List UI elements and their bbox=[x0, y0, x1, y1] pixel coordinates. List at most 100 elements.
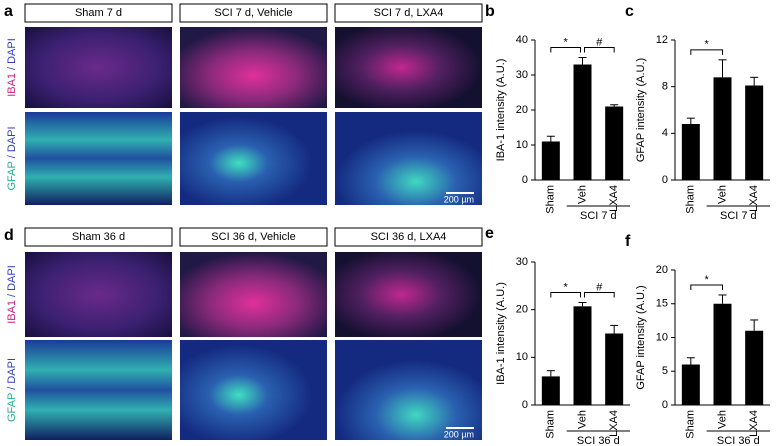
group-label: SCI 36 d bbox=[717, 435, 760, 446]
row-label-part: DAPI bbox=[6, 126, 18, 152]
x-tick-label: Sham bbox=[685, 410, 697, 439]
significance-mark: * bbox=[705, 39, 710, 51]
bar bbox=[573, 64, 592, 180]
y-tick-label: 30 bbox=[516, 256, 528, 268]
row-label-part: / bbox=[6, 154, 18, 158]
micrograph bbox=[335, 252, 482, 337]
x-tick-label: Sham bbox=[545, 410, 557, 439]
row-label: IBA1 / DAPI bbox=[6, 265, 18, 324]
micrograph bbox=[25, 252, 172, 337]
y-axis-label: GFAP intensity (A.U.) bbox=[635, 285, 647, 389]
row-label-part: / bbox=[6, 66, 18, 70]
y-tick-label: 5 bbox=[662, 365, 668, 377]
column-header-box bbox=[334, 227, 483, 247]
column-header-box bbox=[24, 227, 173, 247]
micrograph bbox=[180, 27, 327, 108]
y-tick-label: 10 bbox=[516, 139, 528, 151]
row-label-part: DAPI bbox=[6, 38, 18, 64]
bar bbox=[541, 141, 560, 180]
micrograph bbox=[25, 27, 172, 108]
micrograph bbox=[180, 112, 327, 205]
y-tick-label: 20 bbox=[516, 104, 528, 116]
significance-bracket bbox=[550, 47, 581, 53]
significance-bracket bbox=[584, 292, 615, 298]
panel-letter: e bbox=[485, 225, 494, 242]
group-label: SCI 36 d bbox=[577, 435, 620, 446]
significance-bracket bbox=[550, 292, 581, 298]
significance-mark: # bbox=[596, 281, 603, 293]
y-tick-label: 15 bbox=[656, 298, 668, 310]
significance-mark: * bbox=[564, 36, 569, 48]
bar bbox=[745, 330, 764, 405]
significance-mark: # bbox=[596, 36, 603, 48]
column-header: SCI 7 d, Vehicle bbox=[214, 7, 292, 19]
panel-letter: f bbox=[625, 233, 631, 250]
significance-bracket bbox=[584, 47, 615, 53]
bar bbox=[681, 124, 700, 180]
y-tick-label: 0 bbox=[522, 174, 528, 186]
panel-letter: a bbox=[4, 3, 13, 20]
column-header: SCI 36 d, LXA4 bbox=[371, 231, 447, 243]
x-tick-label: LXA4 bbox=[748, 185, 760, 212]
scale-bar-label: 200 µm bbox=[444, 429, 474, 439]
x-tick-label: LXA4 bbox=[608, 185, 620, 212]
column-header-box bbox=[334, 3, 483, 23]
row-label: GFAP / DAPI bbox=[6, 126, 18, 190]
micrograph bbox=[335, 27, 482, 108]
group-label: SCI 7 d bbox=[720, 210, 757, 222]
row-label-part: GFAP bbox=[6, 161, 18, 190]
y-tick-label: 0 bbox=[522, 399, 528, 411]
bar bbox=[605, 106, 624, 180]
y-tick-label: 40 bbox=[516, 34, 528, 46]
y-tick-label: 4 bbox=[662, 127, 668, 139]
row-label-part: DAPI bbox=[6, 358, 18, 384]
column-header: Sham 36 d bbox=[72, 231, 125, 243]
column-header-box bbox=[179, 227, 328, 247]
row-label-part: IBA1 bbox=[6, 300, 18, 324]
bar bbox=[713, 77, 732, 180]
micrograph bbox=[335, 112, 482, 205]
row-label: IBA1 / DAPI bbox=[6, 38, 18, 97]
panel-letter: c bbox=[625, 3, 634, 20]
y-axis-label: IBA-1 intensity (A.U.) bbox=[495, 282, 507, 385]
x-tick-label: LXA4 bbox=[608, 410, 620, 437]
row-label-part: DAPI bbox=[6, 265, 18, 291]
bar bbox=[681, 364, 700, 405]
panel-letter: b bbox=[485, 3, 495, 20]
y-tick-label: 10 bbox=[516, 351, 528, 363]
micrograph bbox=[180, 340, 327, 440]
bar bbox=[573, 306, 592, 405]
y-tick-label: 8 bbox=[662, 81, 668, 93]
x-tick-label: Sham bbox=[685, 185, 697, 214]
column-header: SCI 36 d, Vehicle bbox=[211, 231, 295, 243]
y-tick-label: 12 bbox=[656, 34, 668, 46]
column-header: SCI 7 d, LXA4 bbox=[374, 7, 444, 19]
bar bbox=[541, 376, 560, 405]
x-tick-label: Veh bbox=[576, 185, 588, 204]
bar bbox=[605, 333, 624, 405]
x-tick-label: LXA4 bbox=[748, 410, 760, 437]
micrograph bbox=[25, 340, 172, 440]
y-tick-label: 0 bbox=[662, 399, 668, 411]
micrograph bbox=[180, 252, 327, 337]
x-tick-label: Sham bbox=[545, 185, 557, 214]
y-tick-label: 10 bbox=[656, 331, 668, 343]
panel-letter: d bbox=[4, 227, 14, 244]
y-tick-label: 30 bbox=[516, 69, 528, 81]
significance-bracket bbox=[690, 49, 723, 55]
row-label: GFAP / DAPI bbox=[6, 358, 18, 422]
row-label-part: GFAP bbox=[6, 393, 18, 422]
column-header: Sham 7 d bbox=[75, 7, 122, 19]
row-label-part: / bbox=[6, 293, 18, 297]
scale-bar-label: 200 µm bbox=[444, 194, 474, 204]
column-header-box bbox=[24, 3, 173, 23]
y-tick-label: 0 bbox=[662, 174, 668, 186]
y-tick-label: 20 bbox=[656, 264, 668, 276]
x-tick-label: Veh bbox=[716, 410, 728, 429]
bar bbox=[713, 303, 732, 405]
group-label: SCI 7 d bbox=[580, 210, 617, 222]
significance-mark: * bbox=[564, 281, 569, 293]
x-tick-label: Veh bbox=[576, 410, 588, 429]
y-axis-label: IBA-1 intensity (A.U.) bbox=[495, 59, 507, 162]
